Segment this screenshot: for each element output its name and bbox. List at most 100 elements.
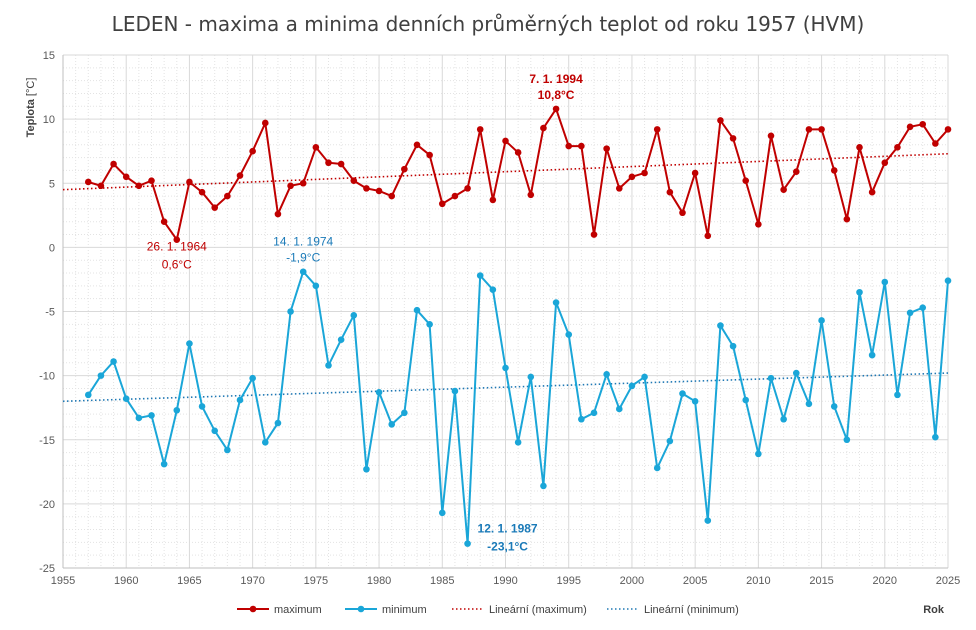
data-point-minimum <box>312 282 320 290</box>
y-axis-title: Teplota [°C] <box>25 78 37 138</box>
annotation-value: -23,1°C <box>487 540 528 554</box>
data-point-maximum <box>122 173 130 181</box>
data-point-minimum <box>337 336 345 344</box>
data-point-minimum <box>502 364 509 372</box>
y-axis-title-unit: [°C] <box>25 78 37 96</box>
chart-title: LEDEN - maxima a minima denních průměrný… <box>111 12 865 36</box>
data-point-minimum <box>843 436 851 444</box>
data-point-minimum <box>249 374 256 382</box>
x-tick-label: 1955 <box>51 575 75 587</box>
data-point-minimum <box>388 421 396 428</box>
data-point-maximum <box>729 135 737 142</box>
y-tick-label: 10 <box>43 114 55 126</box>
data-point-minimum <box>628 382 636 390</box>
data-point-maximum <box>792 168 800 176</box>
annotation-date: 12. 1. 1987 <box>478 522 538 536</box>
data-point-minimum <box>565 331 573 338</box>
data-point-maximum <box>830 167 838 174</box>
data-point-minimum <box>489 286 497 293</box>
data-point-maximum <box>717 117 724 124</box>
data-point-minimum <box>325 362 332 369</box>
data-point-maximum <box>691 169 699 177</box>
data-point-minimum <box>97 372 105 379</box>
data-point-minimum <box>540 482 547 490</box>
data-point-maximum <box>881 159 889 167</box>
data-point-maximum <box>628 173 636 181</box>
data-point-minimum <box>919 304 927 311</box>
data-point-maximum <box>818 126 825 133</box>
data-point-minimum <box>830 403 838 410</box>
data-point-minimum <box>476 272 484 279</box>
data-point-minimum <box>666 437 674 445</box>
data-point-maximum <box>160 218 168 226</box>
data-point-minimum <box>856 288 863 296</box>
y-tick-label: -15 <box>39 435 55 447</box>
data-point-minimum <box>299 268 307 276</box>
data-point-maximum <box>919 120 927 128</box>
data-point-maximum <box>261 119 269 127</box>
x-tick-label: 1990 <box>493 575 517 587</box>
x-tick-label: 1980 <box>367 575 391 587</box>
data-point-maximum <box>363 185 370 192</box>
data-point-maximum <box>84 178 92 186</box>
data-point-maximum <box>894 144 901 151</box>
data-point-minimum <box>401 409 408 417</box>
data-point-minimum <box>224 446 231 454</box>
data-point-minimum <box>792 369 800 377</box>
legend-label: maximum <box>274 604 322 616</box>
data-point-maximum <box>590 231 598 238</box>
x-tick-label: 2025 <box>936 575 960 587</box>
data-point-minimum <box>514 439 522 446</box>
y-tick-label: -5 <box>45 307 55 319</box>
data-point-minimum <box>704 517 712 524</box>
y-tick-label: 15 <box>43 50 55 62</box>
data-point-minimum <box>805 400 813 408</box>
data-point-minimum <box>135 414 143 422</box>
data-point-maximum <box>325 159 332 167</box>
data-point-maximum <box>97 182 105 190</box>
data-point-minimum <box>186 340 193 347</box>
data-point-maximum <box>274 210 282 218</box>
data-point-maximum <box>552 105 560 113</box>
data-point-minimum <box>527 373 535 381</box>
data-point-maximum <box>653 126 661 133</box>
data-point-minimum <box>110 358 117 365</box>
data-point-minimum <box>881 278 889 286</box>
data-point-maximum <box>489 196 497 204</box>
data-point-minimum <box>438 509 446 517</box>
x-tick-label: 2000 <box>620 575 644 587</box>
data-point-maximum <box>843 215 851 223</box>
x-tick-label: 1970 <box>240 575 264 587</box>
data-point-minimum <box>641 373 648 381</box>
data-point-minimum <box>868 351 876 359</box>
y-tick-label: 5 <box>49 178 55 190</box>
data-point-minimum <box>818 317 825 324</box>
data-point-minimum <box>236 396 244 404</box>
y-axis-title-main: Teplota <box>25 96 37 137</box>
data-point-minimum <box>426 321 433 328</box>
data-point-maximum <box>868 188 876 196</box>
data-point-maximum <box>932 140 939 147</box>
data-point-maximum <box>148 177 155 184</box>
data-point-minimum <box>590 409 598 417</box>
data-point-maximum <box>514 149 522 156</box>
data-point-maximum <box>299 179 307 187</box>
data-point-minimum <box>198 403 206 410</box>
data-point-minimum <box>679 390 686 397</box>
data-point-minimum <box>173 406 181 414</box>
data-point-maximum <box>603 145 610 152</box>
data-point-minimum <box>932 433 939 441</box>
data-point-maximum <box>451 192 459 200</box>
data-point-maximum <box>767 132 775 140</box>
data-point-minimum <box>691 397 699 405</box>
data-point-maximum <box>476 126 484 133</box>
data-point-maximum <box>236 172 244 179</box>
data-point-maximum <box>527 191 535 199</box>
data-point-minimum <box>464 540 471 547</box>
data-point-minimum <box>122 395 130 403</box>
x-tick-label: 2020 <box>873 575 897 587</box>
data-point-minimum <box>211 427 219 435</box>
data-point-maximum <box>135 182 143 190</box>
